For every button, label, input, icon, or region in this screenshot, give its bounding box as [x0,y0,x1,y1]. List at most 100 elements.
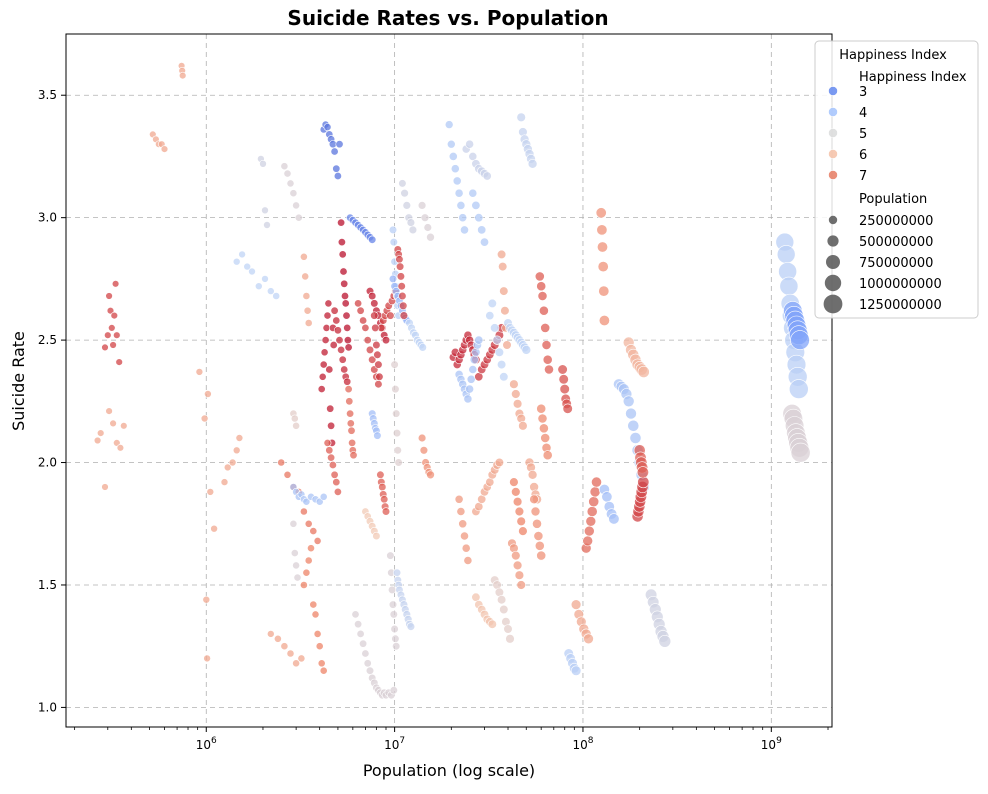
y-tick-label: 3.5 [38,88,57,102]
data-point [386,311,395,320]
data-point [417,433,427,443]
data-point [530,506,541,517]
data-point [319,666,328,675]
data-point [120,422,128,430]
data-point [468,151,478,161]
data-point [323,311,332,320]
data-point [500,306,510,316]
data-point [370,311,379,320]
data-point [319,360,328,369]
data-point [636,466,649,479]
data-point [511,389,521,399]
data-point [333,487,342,496]
data-point [356,306,365,315]
data-point [388,600,398,609]
data-point [589,486,601,498]
data-point [376,470,385,479]
legend: Happiness Index Happiness Index 3 4 5 6 7 Po… [814,40,979,319]
legend-size-marker [823,294,843,314]
x-tick-label: 106 [196,736,217,752]
data-point [301,272,310,281]
data-point [456,507,466,516]
data-point [343,323,352,332]
data-point [559,384,570,395]
data-point [511,487,521,497]
data-point [487,298,497,309]
data-point [391,385,400,394]
data-point [591,476,602,488]
data-point [509,477,519,487]
data-point [468,188,478,198]
data-point [399,311,409,320]
data-point [304,519,313,528]
data-point [283,470,292,479]
data-point [482,171,492,181]
data-point [544,364,554,375]
data-point [534,540,545,551]
data-point [371,323,380,333]
data-point [516,112,526,123]
data-point [297,654,306,663]
data-point [309,600,318,609]
data-point [254,282,263,291]
data-point [330,470,339,479]
data-point [332,478,341,487]
data-point [105,292,113,300]
data-point [627,419,640,432]
data-point [303,306,312,315]
data-point [512,560,523,571]
data-point [527,469,538,480]
data-point [307,544,315,553]
data-point [272,292,281,300]
data-point [347,426,356,435]
data-point [503,624,513,634]
data-point [539,423,549,434]
data-point [339,267,348,276]
data-point [290,549,299,557]
data-point [273,634,282,643]
data-point [340,291,349,300]
data-point [391,634,400,643]
data-point [536,550,547,561]
data-point [497,595,507,605]
data-point [779,276,799,296]
data-point [471,200,481,210]
data-point [344,385,353,394]
data-point [116,444,125,452]
data-point [363,336,372,345]
legend-size-title: Population [859,192,927,207]
legend-hue-marker [828,128,838,138]
data-point [326,404,335,413]
data-point [596,224,608,236]
data-point [454,188,464,198]
data-point [321,336,330,344]
legend-title: Happiness Index [839,48,947,63]
data-point [582,535,594,547]
data-point [509,379,519,389]
data-point [329,340,338,349]
data-point [206,488,215,496]
data-point [494,347,505,357]
y-axis-label: Suicide Rate [9,331,28,431]
data-point [311,610,320,619]
data-point [280,162,289,171]
data-point [263,221,271,229]
data-point [200,414,209,423]
data-point [460,225,469,235]
data-point [375,372,384,381]
legend-hue-label: 7 [859,169,867,184]
data-point [418,343,427,352]
y-tick-label: 2.0 [38,456,57,470]
data-point [386,551,395,560]
data-point [373,350,382,359]
data-point [289,189,298,198]
data-point [340,279,349,288]
data-point [392,642,401,651]
data-point [109,341,117,349]
data-point [351,610,360,619]
data-point [450,164,460,174]
data-point [533,531,544,541]
data-point [365,666,375,675]
